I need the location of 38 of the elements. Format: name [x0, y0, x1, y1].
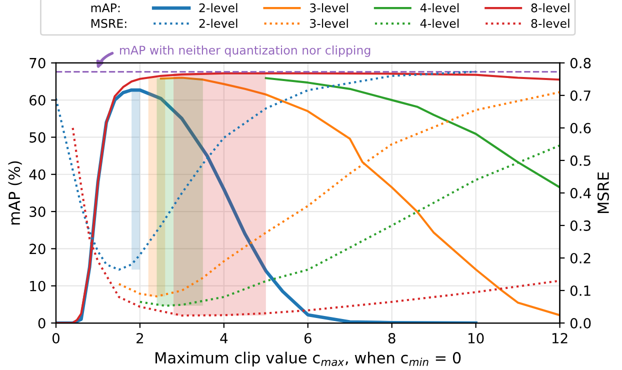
x-tick-label: 4	[220, 333, 228, 344]
y-tick-label: 50	[30, 132, 46, 143]
y2-tick-label: 0.2	[570, 252, 590, 264]
x-tick-label: 12	[552, 332, 568, 344]
y2-tick-label: 0.1	[570, 285, 590, 296]
legend-label: 8-level	[531, 18, 570, 28]
y-tick-label: 10	[30, 280, 46, 292]
legend-label: 4-level	[420, 18, 459, 28]
y-tick-label: 60	[30, 95, 46, 106]
legend-label: 3-level	[310, 18, 348, 28]
x-tick-label: 8	[388, 332, 396, 344]
y2-tick-label: 0.7	[570, 90, 590, 101]
legend-label: 3-level	[310, 3, 348, 12]
y-tick-label: 0	[38, 318, 46, 328]
legend-label: 8-level	[531, 3, 570, 12]
text: mAP:	[91, 4, 120, 12]
y-tick-label: 30	[30, 206, 46, 218]
y2-tick-label: 0.8	[570, 58, 591, 68]
x-tick-label: 6	[304, 332, 312, 344]
x-tick-label: 10	[468, 332, 484, 344]
y-tick-label: 40	[29, 169, 46, 180]
text: MSRE:	[91, 18, 126, 28]
x-tick-label: 2	[136, 332, 143, 344]
x-axis-title: Maximum clip value c$_{max}$, when c$_{min}$ = 0	[156, 352, 461, 367]
y2-tick-label: 0.4	[570, 188, 591, 198]
legend-label: 2-level	[199, 18, 238, 28]
y2-axis-title: MSRE	[597, 172, 609, 214]
x-tick-label: 0	[52, 332, 60, 344]
y-tick-label: 70	[30, 58, 46, 68]
legend-label: 4-level	[420, 3, 459, 12]
y2-tick-label: 0.0	[570, 318, 591, 328]
y2-tick-label: 0.3	[570, 220, 590, 231]
ref-line-label: mAP with neither quantization nor clipping	[120, 45, 370, 57]
y-tick-label: 20	[30, 244, 46, 254]
y2-tick-label: 0.5	[570, 155, 590, 166]
y-axis-title: mAP (%)	[8, 161, 22, 224]
y2-tick-label: 0.6	[570, 122, 591, 134]
legend-label: 2-level	[199, 3, 238, 12]
